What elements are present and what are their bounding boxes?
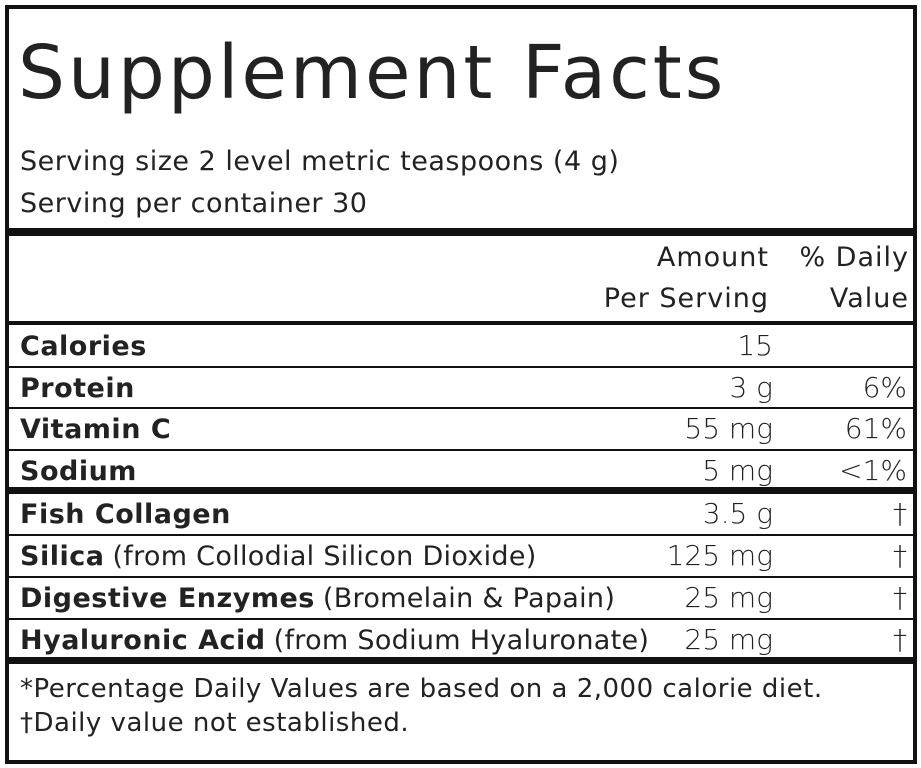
rule	[5, 321, 916, 325]
daily-value: †	[893, 623, 907, 656]
row-rule	[5, 365, 916, 368]
row-name: Vitamin C	[20, 416, 171, 443]
nutrient-name: Calories	[20, 331, 147, 362]
row-rule	[5, 618, 916, 620]
daily-value: <1%	[839, 453, 907, 487]
row-name: Hyaluronic Acid (from Sodium Hyaluronate)	[20, 627, 649, 654]
footnote: *Percentage Daily Values are based on a …	[20, 674, 823, 704]
label-border	[5, 5, 917, 764]
thick-rule	[5, 228, 916, 236]
nutrient-name: Hyaluronic Acid	[20, 625, 266, 656]
footnote: †Daily value not established.	[20, 708, 410, 738]
row-name: Digestive Enzymes (Bromelain & Papain)	[20, 585, 615, 612]
amount: 15	[737, 329, 773, 362]
thick-rule	[5, 487, 916, 494]
row-name: Sodium	[20, 458, 137, 485]
row-name: Silica (from Collodial Silicon Dioxide)	[20, 543, 537, 570]
nutrient-name: Vitamin C	[20, 414, 172, 445]
row-rule	[5, 534, 916, 536]
daily-value: 61%	[844, 412, 907, 445]
nutrient-name: Protein	[20, 372, 135, 404]
amount: 5 mg	[702, 453, 773, 487]
amount: 25 mg	[684, 581, 773, 614]
row-name: Calories	[20, 333, 147, 360]
servings-per-container: Serving per container 30	[20, 188, 368, 219]
daily-value-header: % Daily	[799, 242, 909, 273]
amount: 125 mg	[666, 539, 773, 572]
nutrient-note: (from Sodium Hyaluronate)	[273, 625, 650, 656]
thick-rule	[5, 657, 916, 664]
nutrient-name: Sodium	[20, 455, 137, 487]
daily-value: †	[893, 581, 907, 614]
row-rule	[5, 448, 916, 451]
nutrient-name: Digestive Enzymes	[20, 583, 315, 614]
row-name: Protein	[20, 375, 135, 402]
row-rule	[5, 576, 916, 578]
daily-value: †	[893, 497, 907, 530]
row-name: Fish Collagen	[20, 501, 231, 528]
amount: 3.5 g	[702, 497, 773, 530]
nutrient-note: (Bromelain & Papain)	[322, 583, 616, 614]
amount: 55 mg	[684, 412, 773, 445]
amount: 3 g	[729, 370, 773, 404]
daily-value: †	[893, 539, 907, 572]
row-rule	[5, 407, 916, 409]
amount-header: Per Serving	[603, 283, 769, 314]
amount-header: Amount	[656, 242, 769, 273]
serving-size: Serving size 2 level metric teaspoons (4…	[20, 146, 620, 177]
daily-value-header: Value	[829, 283, 909, 314]
nutrient-name: Fish Collagen	[20, 499, 231, 530]
nutrient-name: Silica	[20, 541, 105, 572]
nutrient-note: (from Collodial Silicon Dioxide)	[112, 541, 537, 572]
title: Supplement Facts	[18, 30, 727, 116]
amount: 25 mg	[684, 623, 773, 656]
daily-value: 6%	[862, 370, 907, 404]
